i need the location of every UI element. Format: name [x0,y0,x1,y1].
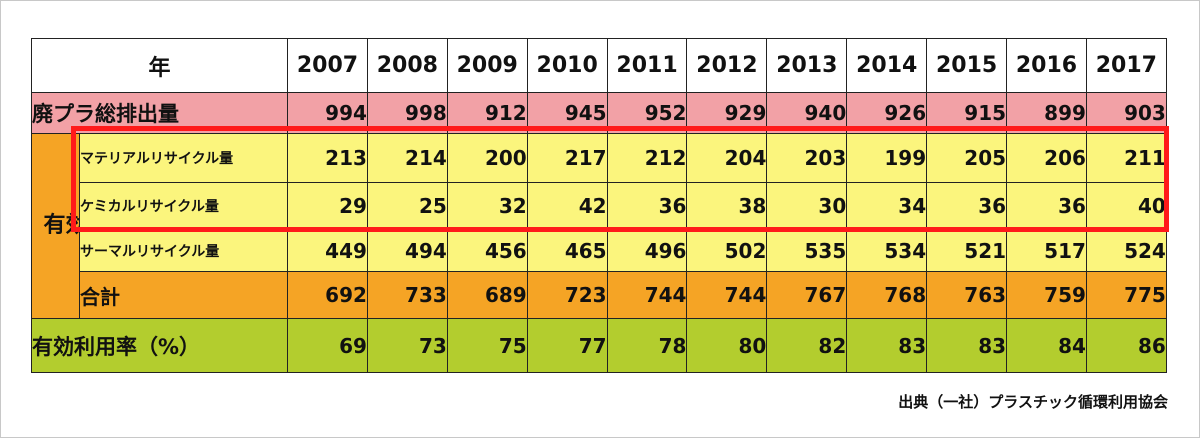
table-cell: 212 [606,133,688,183]
table-cell: 945 [526,92,608,134]
table-cell: 34 [846,182,928,230]
year-cell: 2012 [686,38,768,93]
table-cell: 767 [766,271,848,319]
table-cell: 524 [1085,229,1167,272]
thermal-recycle-label: サーマルリサイクル量 [78,229,289,272]
table-cell: 40 [1085,182,1167,230]
year-cell: 2007 [287,38,368,93]
year-cell: 2008 [366,38,448,93]
table-cell: 465 [526,229,608,272]
table-cell: 77 [526,318,608,373]
table-cell: 84 [1006,318,1087,373]
year-cell: 2009 [446,38,528,93]
table-cell: 32 [446,182,528,230]
table-cell: 199 [846,133,928,183]
table-cell: 25 [366,182,448,230]
table-cell: 42 [526,182,608,230]
table-cell: 203 [766,133,848,183]
effective-use-group-label: 有効利用量 [31,133,80,319]
table-cell: 689 [446,271,528,319]
table-cell: 494 [366,229,448,272]
source-note: 出典（一社）プラスチック循環利用協会 [898,393,1168,411]
header-row: 年 2007 2008 2009 2010 2011 2012 2013 201… [30,38,1167,93]
table-cell: 80 [686,318,768,373]
table-cell: 217 [526,133,608,183]
table-cell: 534 [846,229,928,272]
total-discharge-row: 廃プラ総排出量 994 998 912 945 952 929 940 926 … [30,92,1167,134]
total-discharge-label: 廃プラ総排出量 [30,92,289,134]
table-cell: 502 [686,229,768,272]
table-cell: 204 [686,133,768,183]
year-cell: 2013 [766,38,848,93]
table-cell: 535 [766,229,848,272]
table-cell: 38 [686,182,768,230]
year-cell: 2011 [606,38,688,93]
effective-use-total-row: 合計 692 733 689 723 744 744 767 768 763 7… [32,271,1167,319]
header-year-label: 年 [30,38,289,93]
table-cell: 83 [926,318,1008,373]
table-cell: 211 [1085,133,1167,183]
table-cell: 83 [846,318,928,373]
table-cell: 723 [526,271,608,319]
table-cell: 36 [926,182,1008,230]
table-cell: 759 [1006,271,1087,319]
table-cell: 75 [446,318,528,373]
table-cell: 940 [766,92,848,134]
table-cell: 915 [926,92,1008,134]
table-cell: 994 [287,92,368,134]
table-cell: 517 [1006,229,1087,272]
table-cell: 29 [287,182,368,230]
table-cell: 903 [1085,92,1167,134]
table-cell: 952 [606,92,688,134]
year-cell: 2017 [1085,38,1167,93]
table-cell: 775 [1085,271,1167,319]
table-cell: 78 [606,318,688,373]
table-cell: 496 [606,229,688,272]
table-cell: 456 [446,229,528,272]
table-cell: 733 [366,271,448,319]
table-cell: 899 [1006,92,1087,134]
table-cell: 73 [366,318,448,373]
table-cell: 200 [446,133,528,183]
table-cell: 214 [366,133,448,183]
material-recycle-label: マテリアルリサイクル量 [78,133,289,183]
thermal-recycle-row: サーマルリサイクル量 449 494 456 465 496 502 535 5… [32,229,1167,272]
table-cell: 205 [926,133,1008,183]
year-cell: 2014 [846,38,928,93]
chemical-recycle-label: ケミカルリサイクル量 [78,182,289,230]
effective-use-total-label: 合計 [78,271,289,319]
effective-use-rate-row: 有効利用率（%） 69 73 75 77 78 80 82 83 83 84 8… [30,318,1167,373]
table-cell: 692 [287,271,368,319]
table-cell: 36 [606,182,688,230]
table-cell: 36 [1006,182,1087,230]
table-cell: 998 [366,92,448,134]
year-cell: 2015 [926,38,1008,93]
table-cell: 449 [287,229,368,272]
table-cell: 912 [446,92,528,134]
table-cell: 521 [926,229,1008,272]
table-cell: 744 [606,271,688,319]
table-cell: 929 [686,92,768,134]
year-cell: 2010 [526,38,608,93]
table-cell: 763 [926,271,1008,319]
plastic-waste-table: 年 2007 2008 2009 2010 2011 2012 2013 201… [30,38,1167,373]
effective-use-rate-label: 有効利用率（%） [30,318,289,373]
table-cell: 213 [287,133,368,183]
material-recycle-row: 有効利用量 マテリアルリサイクル量 213 214 200 217 212 20… [31,133,1167,319]
chemical-recycle-row: ケミカルリサイクル量 29 25 32 42 36 38 30 34 36 36… [32,182,1167,230]
table-cell: 926 [846,92,928,134]
table-cell: 30 [766,182,848,230]
table-cell: 744 [686,271,768,319]
table-cell: 206 [1006,133,1087,183]
table-cell: 768 [846,271,928,319]
table-cell: 82 [766,318,848,373]
table-cell: 69 [287,318,368,373]
table-cell: 86 [1085,318,1167,373]
year-cell: 2016 [1006,38,1087,93]
